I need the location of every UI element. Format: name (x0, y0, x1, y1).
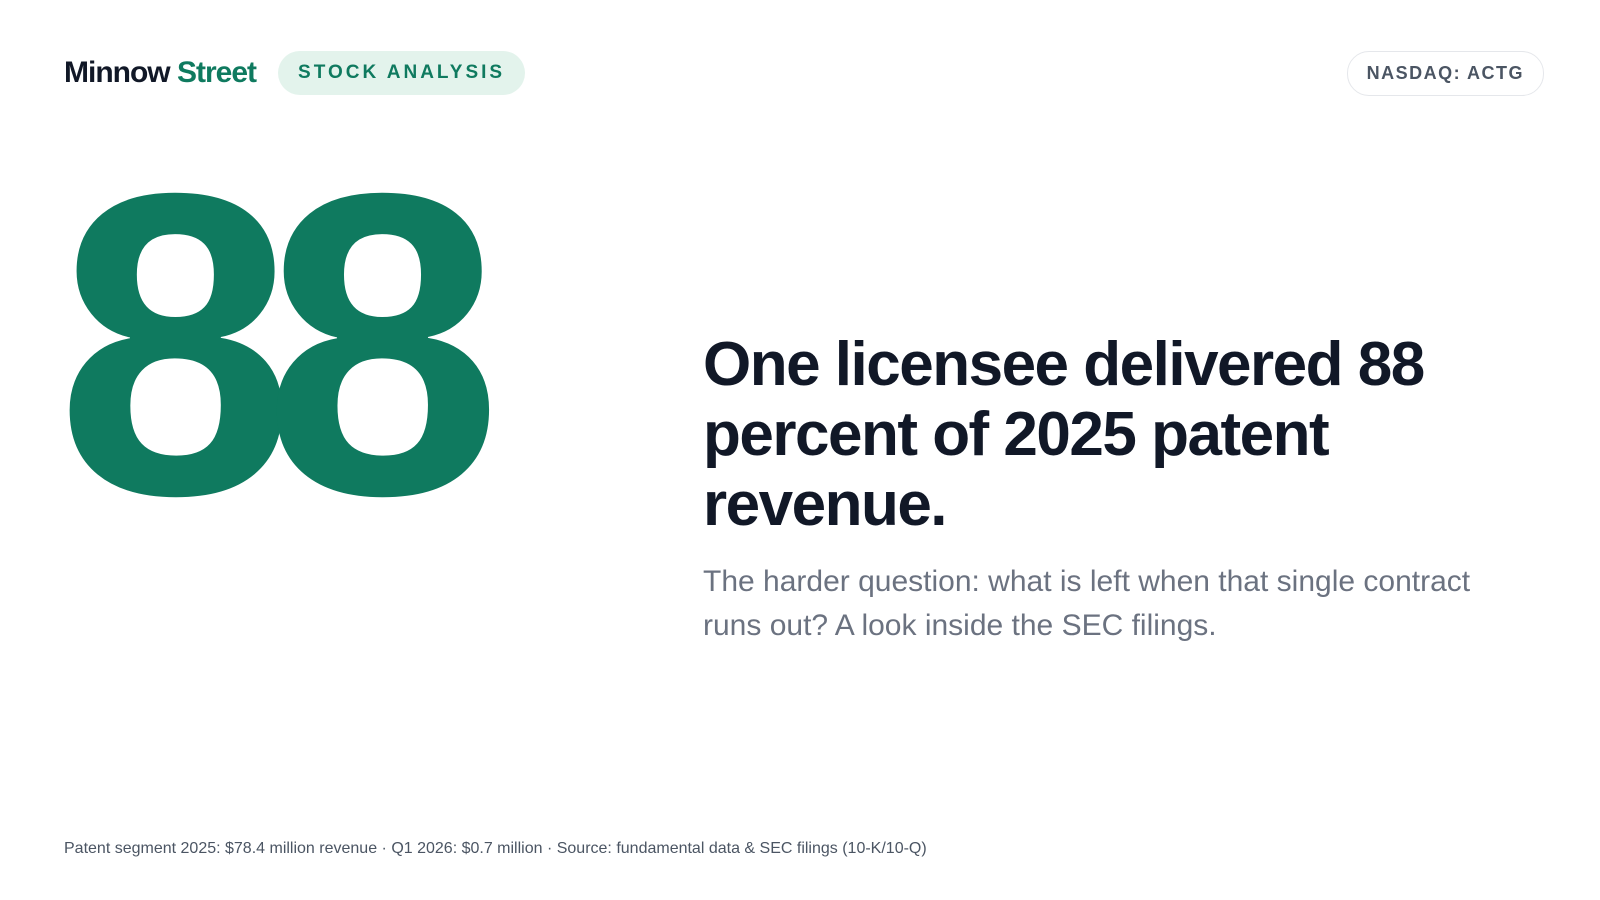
header: Minnow Street STOCK ANALYSIS NASDAQ: ACT… (64, 50, 1544, 96)
hero-text: One licensee delivered 88 percent of 202… (703, 330, 1503, 648)
footer-note: Patent segment 2025: $78.4 million reven… (64, 840, 927, 857)
brand: Minnow Street (64, 56, 257, 90)
category-tag: STOCK ANALYSIS (278, 51, 526, 95)
brand-first: Minnow (64, 56, 171, 89)
subtitle: The harder question: what is left when t… (703, 565, 1471, 642)
brand-second: Street (176, 56, 257, 89)
ticker-badge: NASDAQ: ACTG (1346, 50, 1544, 96)
headline: One licensee delivered 88 percent of 202… (703, 330, 1425, 539)
hero-number: 88 (56, 105, 502, 585)
